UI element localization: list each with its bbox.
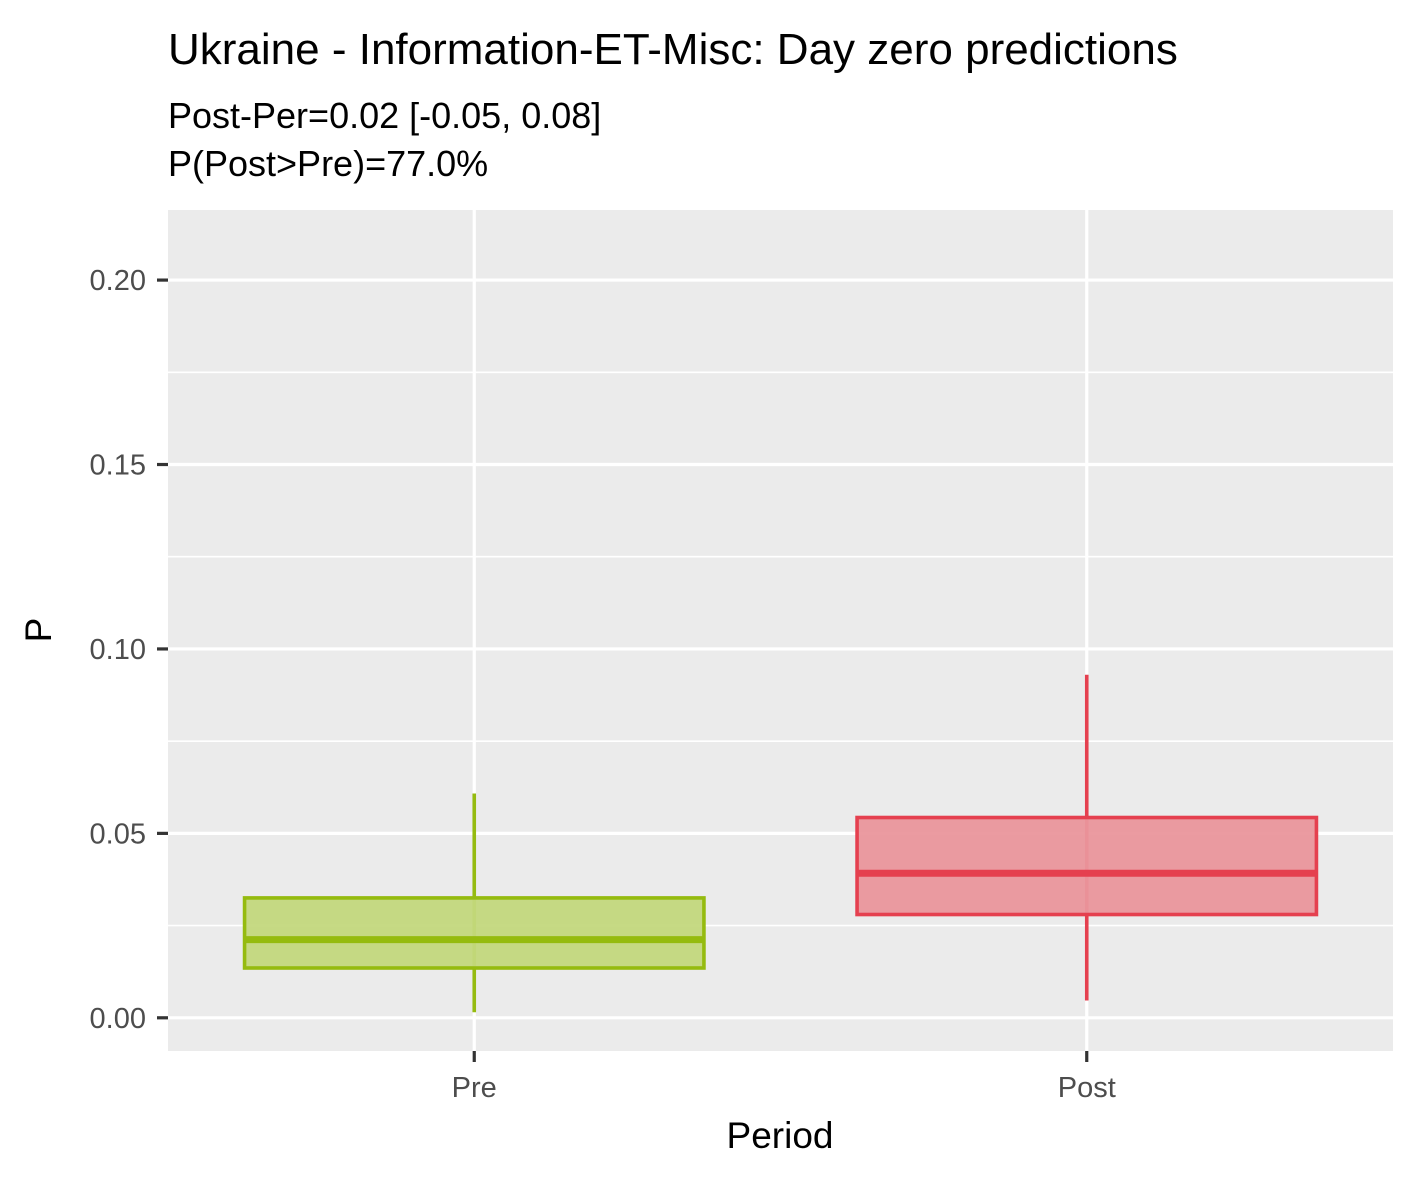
y-tick-label: 0.10 bbox=[90, 634, 146, 666]
chart-title: Ukraine - Information-ET-Misc: Day zero … bbox=[168, 25, 1178, 74]
y-tick-label: 0.20 bbox=[90, 265, 146, 297]
x-tick-label-pre: Pre bbox=[452, 1072, 497, 1104]
y-tick-label: 0.00 bbox=[90, 1003, 146, 1035]
x-tick-label-post: Post bbox=[1058, 1072, 1116, 1104]
y-axis-title: P bbox=[18, 618, 59, 643]
box-post bbox=[855, 674, 1319, 1001]
box-iqr bbox=[855, 815, 1319, 917]
y-tick-label: 0.15 bbox=[90, 450, 146, 482]
chart-subtitle-line-1: Post-Per=0.02 [-0.05, 0.08] bbox=[168, 95, 601, 136]
chart-subtitle-line-2: P(Post>Pre)=77.0% bbox=[168, 143, 488, 184]
box-layer bbox=[242, 674, 1319, 1013]
x-axis-title: Period bbox=[727, 1115, 834, 1156]
box-pre bbox=[242, 793, 706, 1013]
y-tick-label: 0.05 bbox=[90, 818, 146, 850]
axes: 0.00 0.05 0.10 0.15 0.20 Pre Post bbox=[90, 265, 1116, 1104]
box-iqr bbox=[242, 896, 706, 970]
